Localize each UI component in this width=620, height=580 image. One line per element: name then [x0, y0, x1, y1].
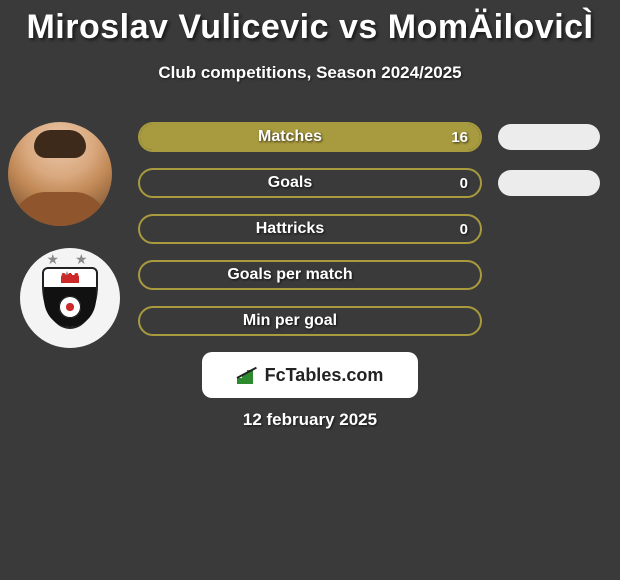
opponent-pill: [498, 170, 600, 196]
left-column: ★ ★ ★: [8, 122, 120, 348]
stat-label: Goals: [140, 170, 440, 196]
page-title: Miroslav Vulicevic vs MomÄilovicÌ: [0, 0, 620, 47]
stat-value: 0: [460, 170, 468, 196]
stat-pill: Goals per match: [138, 260, 482, 290]
stat-pill: Min per goal: [138, 306, 482, 336]
brand-badge: FcTables.com: [202, 352, 418, 398]
stat-value: 16: [451, 124, 468, 150]
stat-label: Matches: [140, 124, 440, 150]
stat-pill: Matches 16: [138, 122, 482, 152]
opponent-pill: [498, 124, 600, 150]
stat-pill: Goals 0: [138, 168, 482, 198]
stat-row: Min per goal: [138, 306, 600, 336]
stat-value: 0: [460, 216, 468, 242]
stat-row: Matches 16: [138, 122, 600, 152]
footer-date: 12 february 2025: [0, 410, 620, 430]
brand-text: FcTables.com: [265, 365, 384, 386]
ball-icon: [59, 296, 81, 318]
club-shield-icon: ★ ★ ★: [42, 267, 98, 329]
chart-icon: [237, 366, 259, 384]
stat-rows: Matches 16 Goals 0 Hattricks 0 Goals per match…: [138, 122, 600, 352]
stat-label: Goals per match: [140, 262, 440, 288]
player-avatar: [8, 122, 112, 226]
stat-label: Hattricks: [140, 216, 440, 242]
crown-icon: [61, 275, 79, 283]
stat-pill: Hattricks 0: [138, 214, 482, 244]
stat-row: Hattricks 0: [138, 214, 600, 244]
stat-label: Min per goal: [140, 308, 440, 334]
page-subtitle: Club competitions, Season 2024/2025: [0, 63, 620, 83]
stat-row: Goals per match: [138, 260, 600, 290]
club-badge: ★ ★ ★: [20, 248, 120, 348]
stat-row: Goals 0: [138, 168, 600, 198]
